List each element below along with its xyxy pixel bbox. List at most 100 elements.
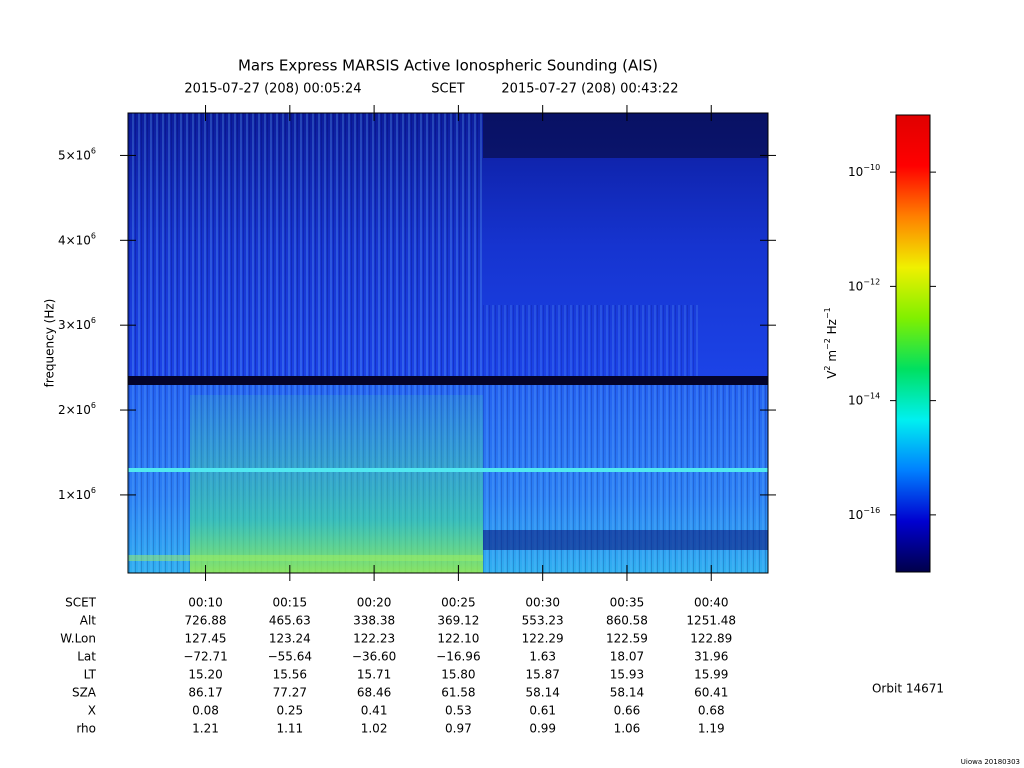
y-tick-base: 2×10 [58, 403, 91, 417]
ephemeris-value: 1.63 [529, 650, 556, 664]
ephemeris-value: 122.29 [522, 632, 564, 646]
ephemeris-value: 860.58 [606, 614, 648, 628]
y-tick-base: 5×10 [58, 148, 91, 162]
colorbar-label-part: −1 [823, 307, 832, 319]
ephemeris-value: 15.93 [610, 668, 644, 682]
y-tick-label: 5×106 [58, 146, 96, 162]
ephemeris-value: 0.53 [445, 704, 472, 718]
ephemeris-value: −36.60 [352, 650, 396, 664]
ephemeris-value: 15.87 [525, 668, 559, 682]
ephemeris-row-label: Lat [77, 650, 96, 664]
colorbar-tick-exponent: −12 [863, 277, 880, 286]
colorbar-tick-base: 10 [848, 393, 863, 407]
colorbar-tick-label: 10−14 [848, 391, 880, 407]
ephemeris-value: 0.25 [276, 704, 303, 718]
ephemeris-row-label: Alt [80, 614, 97, 628]
ephemeris-value: 0.66 [614, 704, 641, 718]
y-tick-exponent: 6 [91, 485, 96, 494]
chart-title: Mars Express MARSIS Active Ionospheric S… [238, 57, 658, 75]
ephemeris-value: 15.80 [441, 668, 475, 682]
ephemeris-value: 31.96 [694, 650, 728, 664]
ephemeris-value: 58.14 [525, 686, 559, 700]
colorbar-label-part: m [825, 350, 839, 366]
ephemeris-value: 127.45 [185, 632, 227, 646]
colorbar-tick-base: 10 [848, 279, 863, 293]
ephemeris-value: 123.24 [269, 632, 311, 646]
ephemeris-value: 1.19 [698, 722, 725, 736]
colorbar-tick-base: 10 [848, 165, 863, 179]
colorbar-tick-label: 10−16 [848, 505, 880, 521]
ephemeris-value: −72.71 [183, 650, 227, 664]
y-tick-base: 4×10 [58, 233, 91, 247]
ephemeris-value: 1.21 [192, 722, 219, 736]
colorbar-tick-exponent: −14 [863, 391, 880, 400]
colorbar-label-part: 2 [823, 365, 832, 370]
y-tick-exponent: 6 [91, 316, 96, 325]
y-tick-label: 3×106 [58, 316, 96, 332]
ephemeris-row-label: rho [76, 722, 96, 736]
y-tick-base: 3×10 [58, 318, 91, 332]
orbit-label: Orbit 14671 [872, 682, 944, 696]
ephemeris-value: 15.20 [188, 668, 222, 682]
ephemeris-value: 0.61 [529, 704, 556, 718]
ephemeris-value: 86.17 [188, 686, 222, 700]
ephemeris-header: SCET [65, 596, 97, 610]
ephemeris-row-label: LT [84, 668, 97, 682]
subtitle-start: 2015-07-27 (208) 00:05:24 [184, 82, 361, 97]
ephemeris-value: 1251.48 [686, 614, 736, 628]
ephemeris-value: 726.88 [185, 614, 227, 628]
ephemeris-value: 338.38 [353, 614, 395, 628]
subtitle-middle: SCET [431, 82, 465, 97]
ephemeris-value: 1.02 [361, 722, 388, 736]
y-tick-label: 1×106 [58, 485, 96, 501]
ephemeris-value: 58.14 [610, 686, 644, 700]
colorbar-label-part: Hz [825, 319, 839, 338]
ephemeris-row-label: W.Lon [60, 632, 96, 646]
ephemeris-value: 0.68 [698, 704, 725, 718]
ephemeris-value: −16.96 [436, 650, 480, 664]
ephemeris-value: 1.11 [276, 722, 303, 736]
colorbar-tick-label: 10−10 [848, 163, 880, 179]
ephemeris-value: 0.97 [445, 722, 472, 736]
ephemeris-value: 122.89 [690, 632, 732, 646]
y-tick-base: 1×10 [58, 487, 91, 501]
x-tick-label: 00:30 [525, 596, 560, 610]
colorbar-label: V2 m−2 Hz−1 [823, 307, 839, 379]
ephemeris-row-label: SZA [72, 686, 97, 700]
subtitle-end: 2015-07-27 (208) 00:43:22 [501, 82, 678, 97]
ephemeris-value: 553.23 [522, 614, 564, 628]
colorbar [895, 114, 931, 573]
colorbar-tick-exponent: −16 [863, 505, 880, 514]
ephemeris-value: 18.07 [610, 650, 644, 664]
y-tick-label: 2×106 [58, 401, 96, 417]
ephemeris-value: 1.06 [614, 722, 641, 736]
ephemeris-value: −55.64 [268, 650, 312, 664]
ephemeris-value: 15.99 [694, 668, 728, 682]
colorbar-tick-base: 10 [848, 507, 863, 521]
colorbar-label-part: V [825, 370, 839, 379]
ephemeris-value: 77.27 [273, 686, 307, 700]
ephemeris-value: 0.41 [361, 704, 388, 718]
ephemeris-value: 369.12 [437, 614, 479, 628]
ephemeris-value: 122.10 [437, 632, 479, 646]
colorbar-tick-exponent: −10 [863, 163, 880, 172]
ephemeris-row-label: X [88, 704, 96, 718]
plot-frame [127, 112, 769, 574]
y-tick-label: 4×106 [58, 231, 96, 247]
ephemeris-value: 15.56 [273, 668, 307, 682]
colorbar-tick-label: 10−12 [848, 277, 880, 293]
ephemeris-value: 122.59 [606, 632, 648, 646]
x-tick-label: 00:35 [610, 596, 645, 610]
x-tick-label: 00:20 [357, 596, 392, 610]
ephemeris-value: 0.08 [192, 704, 219, 718]
y-tick-exponent: 6 [91, 231, 96, 240]
ephemeris-value: 61.58 [441, 686, 475, 700]
spectrogram [128, 113, 768, 573]
y-axis-label: frequency (Hz) [43, 299, 57, 388]
ephemeris-value: 465.63 [269, 614, 311, 628]
x-tick-label: 00:10 [188, 596, 223, 610]
ephemeris-value: 0.99 [529, 722, 556, 736]
y-tick-exponent: 6 [91, 401, 96, 410]
credit: Uiowa 20180303 [961, 758, 1020, 766]
